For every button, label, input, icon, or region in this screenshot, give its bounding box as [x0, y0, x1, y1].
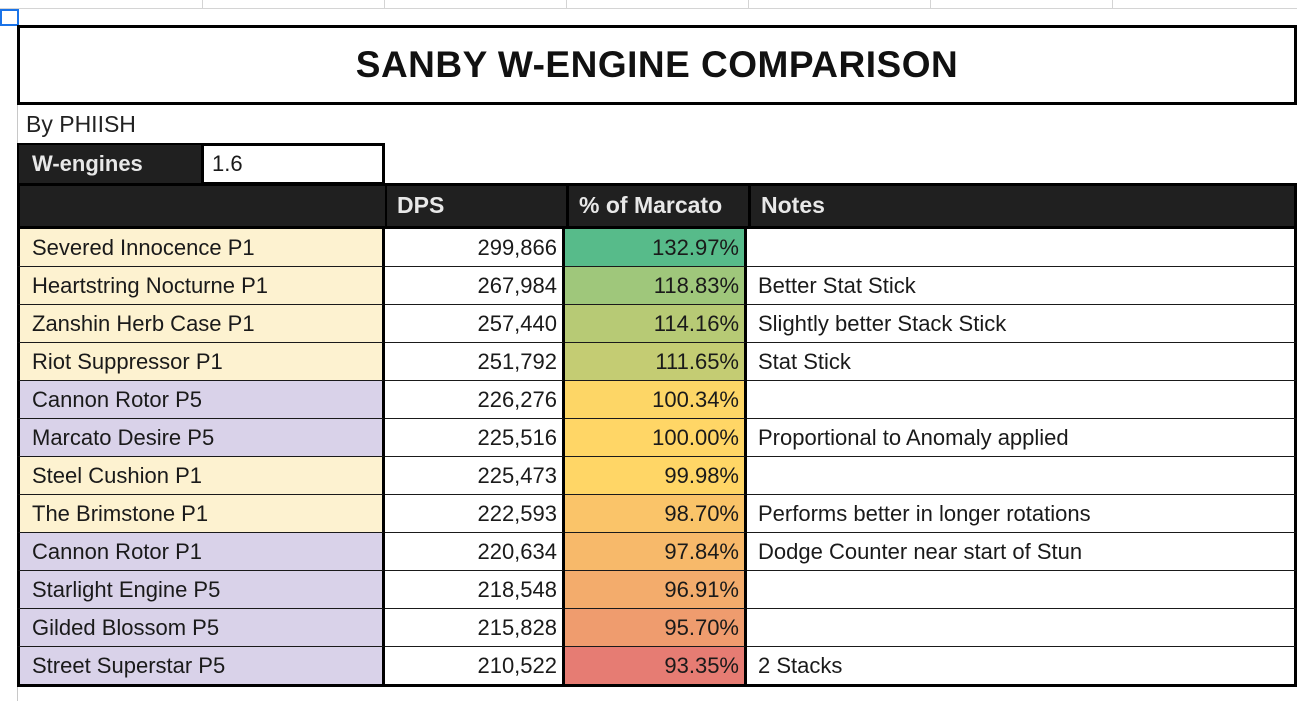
cell-notes[interactable]: Proportional to Anomaly applied — [747, 419, 1297, 457]
cell-percent-of-marcato[interactable]: 114.16% — [565, 305, 747, 343]
table-row: Street Superstar P5 210,522 93.35% 2 Stacks — [17, 647, 1297, 685]
cell-wengine-name[interactable]: Street Superstar P5 — [17, 647, 385, 685]
table-row: Zanshin Herb Case P1 257,440 114.16% Slight… — [17, 305, 1297, 343]
cell-wengine-name[interactable]: Heartstring Nocturne P1 — [17, 267, 385, 305]
cell-wengine-name[interactable]: The Brimstone P1 — [17, 495, 385, 533]
cell-wengine-name[interactable]: Marcato Desire P5 — [17, 419, 385, 457]
cell-percent-of-marcato[interactable]: 97.84% — [565, 533, 747, 571]
table-row: Starlight Engine P5 218,548 96.91% — [17, 571, 1297, 609]
version-label[interactable]: W-engines — [17, 143, 203, 185]
cell-wengine-name[interactable]: Steel Cushion P1 — [17, 457, 385, 495]
cell-percent-of-marcato[interactable]: 132.97% — [565, 229, 747, 267]
header-notes[interactable]: Notes — [748, 183, 1297, 229]
cell-wengine-name[interactable]: Gilded Blossom P5 — [17, 609, 385, 647]
cell-notes[interactable] — [747, 457, 1297, 495]
cell-notes[interactable]: Stat Stick — [747, 343, 1297, 381]
cell-percent-of-marcato[interactable]: 99.98% — [565, 457, 747, 495]
cell-dps[interactable]: 218,548 — [385, 571, 565, 609]
grid-line — [384, 0, 385, 9]
cell-dps[interactable]: 267,984 — [385, 267, 565, 305]
table-row: The Brimstone P1 222,593 98.70% Performs be… — [17, 495, 1297, 533]
grid-line — [748, 0, 749, 9]
cell-notes[interactable]: Performs better in longer rotations — [747, 495, 1297, 533]
cell-notes[interactable] — [747, 229, 1297, 267]
cell-notes[interactable]: Better Stat Stick — [747, 267, 1297, 305]
grid-line — [566, 0, 567, 9]
cell-notes[interactable]: Slightly better Stack Stick — [747, 305, 1297, 343]
cell-percent-of-marcato[interactable]: 100.34% — [565, 381, 747, 419]
cell-dps[interactable]: 251,792 — [385, 343, 565, 381]
cell-percent-of-marcato[interactable]: 95.70% — [565, 609, 747, 647]
cell-notes[interactable]: 2 Stacks — [747, 647, 1297, 685]
cell-percent-of-marcato[interactable]: 96.91% — [565, 571, 747, 609]
cell-notes[interactable] — [747, 571, 1297, 609]
cell-notes[interactable] — [747, 609, 1297, 647]
cell-wengine-name[interactable]: Starlight Engine P5 — [17, 571, 385, 609]
table-row: Cannon Rotor P1 220,634 97.84% Dodge Counte… — [17, 533, 1297, 571]
cell-dps[interactable]: 225,516 — [385, 419, 565, 457]
author-byline[interactable]: By PHIISH — [26, 111, 136, 137]
header-name[interactable] — [17, 183, 385, 229]
table-row: Marcato Desire P5 225,516 100.00% Proportio… — [17, 419, 1297, 457]
cell-wengine-name[interactable]: Severed Innocence P1 — [17, 229, 385, 267]
cell-percent-of-marcato[interactable]: 100.00% — [565, 419, 747, 457]
page-title[interactable]: SANBY W-ENGINE COMPARISON — [17, 25, 1297, 105]
table-row: Steel Cushion P1 225,473 99.98% — [17, 457, 1297, 495]
header-dps[interactable]: DPS — [385, 183, 568, 229]
cell-notes[interactable]: Dodge Counter near start of Stun — [747, 533, 1297, 571]
cell-dps[interactable]: 220,634 — [385, 533, 565, 571]
cell-wengine-name[interactable]: Cannon Rotor P5 — [17, 381, 385, 419]
grid-line — [930, 0, 931, 9]
cell-percent-of-marcato[interactable]: 98.70% — [565, 495, 747, 533]
table-row: Riot Suppressor P1 251,792 111.65% Stat Sti… — [17, 343, 1297, 381]
cell-wengine-name[interactable]: Cannon Rotor P1 — [17, 533, 385, 571]
grid-line — [202, 0, 203, 9]
table-row: Severed Innocence P1 299,866 132.97% — [17, 229, 1297, 267]
cell-wengine-name[interactable]: Riot Suppressor P1 — [17, 343, 385, 381]
cell-dps[interactable]: 299,866 — [385, 229, 565, 267]
selected-cell-cursor[interactable] — [0, 9, 19, 26]
table-row: Gilded Blossom P5 215,828 95.70% — [17, 609, 1297, 647]
cell-dps[interactable]: 210,522 — [385, 647, 565, 685]
cell-dps[interactable]: 257,440 — [385, 305, 565, 343]
table-row: Cannon Rotor P5 226,276 100.34% — [17, 381, 1297, 419]
cell-percent-of-marcato[interactable]: 111.65% — [565, 343, 747, 381]
cell-dps[interactable]: 226,276 — [385, 381, 565, 419]
cell-dps[interactable]: 222,593 — [385, 495, 565, 533]
table-bottom-border — [17, 684, 1297, 687]
header-percent-of-marcato[interactable]: % of Marcato — [566, 183, 748, 229]
grid-line — [1112, 0, 1113, 9]
cell-dps[interactable]: 215,828 — [385, 609, 565, 647]
version-value[interactable]: 1.6 — [201, 143, 385, 185]
cell-notes[interactable] — [747, 381, 1297, 419]
sheet-grid-strip — [0, 0, 1297, 9]
cell-percent-of-marcato[interactable]: 93.35% — [565, 647, 747, 685]
table-row: Heartstring Nocturne P1 267,984 118.83% Bet… — [17, 267, 1297, 305]
cell-wengine-name[interactable]: Zanshin Herb Case P1 — [17, 305, 385, 343]
cell-percent-of-marcato[interactable]: 118.83% — [565, 267, 747, 305]
cell-dps[interactable]: 225,473 — [385, 457, 565, 495]
